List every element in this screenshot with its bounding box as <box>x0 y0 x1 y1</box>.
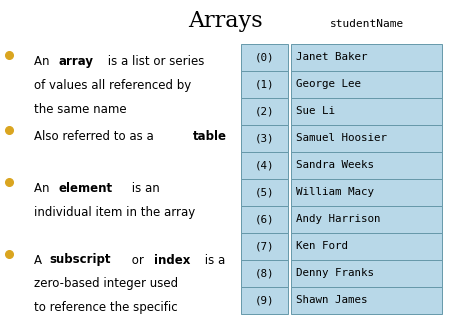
Bar <box>241 98 288 125</box>
Text: Shawn James: Shawn James <box>296 295 367 305</box>
Text: Andy Harrison: Andy Harrison <box>296 214 380 224</box>
Text: An: An <box>34 55 53 68</box>
Bar <box>291 71 442 98</box>
Bar <box>291 152 442 179</box>
Bar <box>241 125 288 152</box>
Text: George Lee: George Lee <box>296 79 360 89</box>
Text: (7): (7) <box>255 241 274 251</box>
Bar <box>241 152 288 179</box>
Bar <box>291 179 442 206</box>
Bar <box>241 233 288 260</box>
Bar <box>241 44 288 71</box>
Text: is a list or series: is a list or series <box>104 55 204 68</box>
Bar <box>241 206 288 233</box>
Text: Sandra Weeks: Sandra Weeks <box>296 160 374 170</box>
Bar <box>291 44 442 71</box>
Bar <box>291 287 442 314</box>
Text: is an: is an <box>128 182 160 195</box>
Text: (8): (8) <box>255 268 274 278</box>
Text: Samuel Hoosier: Samuel Hoosier <box>296 133 387 143</box>
Text: Ken Ford: Ken Ford <box>296 241 348 251</box>
Text: studentName: studentName <box>329 19 404 29</box>
Text: (5): (5) <box>255 187 274 197</box>
Bar <box>241 179 288 206</box>
Text: (2): (2) <box>255 106 274 116</box>
Bar <box>291 206 442 233</box>
Text: An: An <box>34 182 53 195</box>
Bar <box>241 287 288 314</box>
Text: individual item in the array: individual item in the array <box>34 206 195 219</box>
Text: (3): (3) <box>255 133 274 143</box>
Bar <box>291 260 442 287</box>
Text: subscript: subscript <box>49 254 110 266</box>
Text: Sue Li: Sue Li <box>296 106 335 116</box>
Text: Also referred to as a: Also referred to as a <box>34 130 157 143</box>
Text: is a: is a <box>201 254 225 266</box>
Bar <box>241 260 288 287</box>
Bar <box>291 125 442 152</box>
Bar <box>291 98 442 125</box>
Bar <box>241 71 288 98</box>
Text: element: element <box>58 182 112 195</box>
Text: array: array <box>58 55 94 68</box>
Text: the same name: the same name <box>34 103 126 116</box>
Text: (9): (9) <box>255 295 274 305</box>
Text: William Macy: William Macy <box>296 187 374 197</box>
Text: Arrays: Arrays <box>188 10 262 32</box>
Text: (4): (4) <box>255 160 274 170</box>
Text: (1): (1) <box>255 79 274 89</box>
Text: to reference the specific: to reference the specific <box>34 301 177 314</box>
Text: of values all referenced by: of values all referenced by <box>34 79 191 92</box>
Text: table: table <box>193 130 227 143</box>
Text: Denny Franks: Denny Franks <box>296 268 374 278</box>
Text: zero-based integer used: zero-based integer used <box>34 277 178 290</box>
Text: or: or <box>128 254 148 266</box>
Text: Janet Baker: Janet Baker <box>296 52 367 62</box>
Text: (6): (6) <box>255 214 274 224</box>
Bar <box>291 233 442 260</box>
Text: index: index <box>153 254 190 266</box>
Text: (0): (0) <box>255 52 274 62</box>
Text: A: A <box>34 254 45 266</box>
